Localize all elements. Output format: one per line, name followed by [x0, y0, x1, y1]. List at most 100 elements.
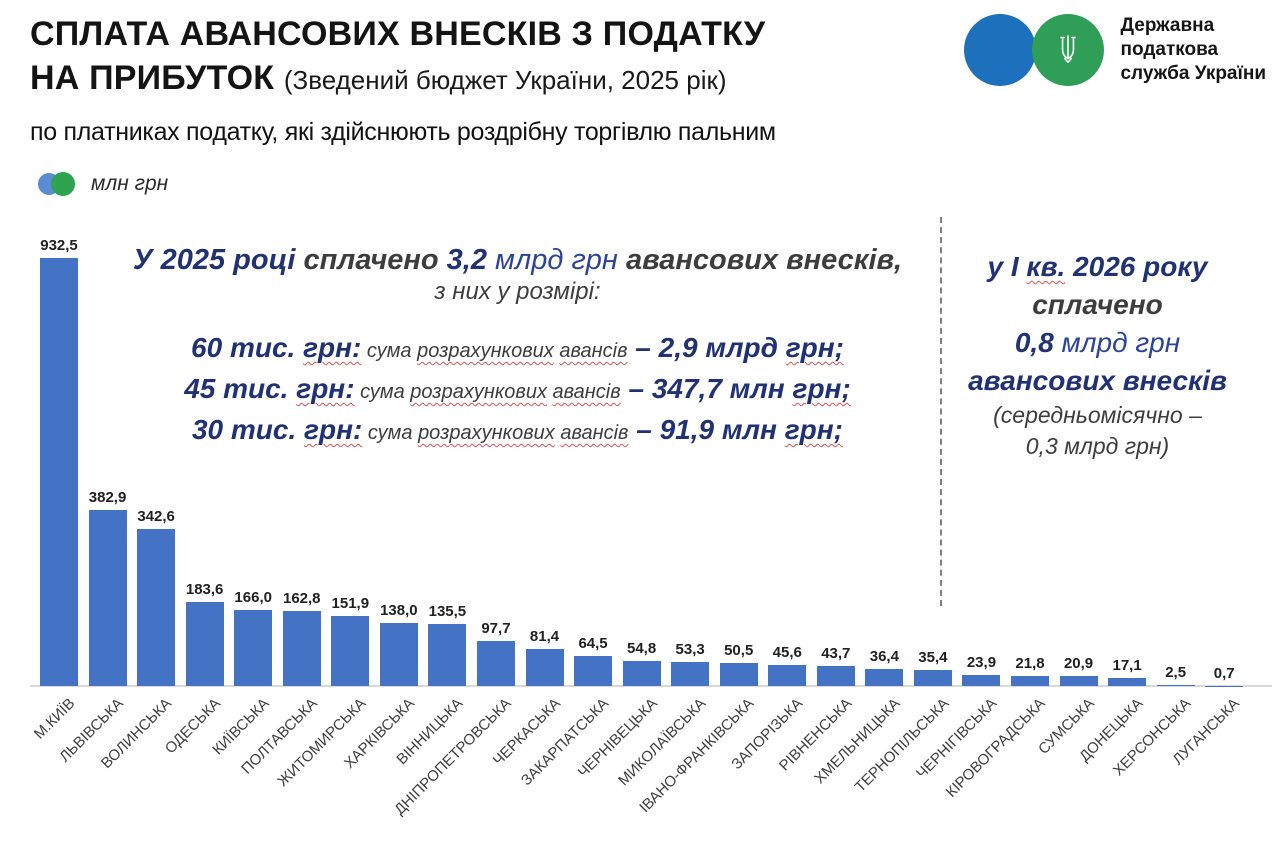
bar — [1059, 676, 1098, 686]
bar — [428, 623, 467, 686]
text-segment: сума — [362, 422, 419, 444]
divider-dashed-line — [940, 217, 942, 606]
bar — [379, 622, 418, 686]
bar — [40, 258, 78, 686]
bar — [1011, 676, 1049, 686]
annotation-2025-row: 30 тис. грн: сума розрахункових авансів … — [90, 411, 945, 452]
category-label: МИКОЛАЇВСЬКА — [614, 695, 710, 790]
bar-value-label: 183,6 — [185, 580, 224, 598]
bar-value-label: 166,0 — [234, 588, 272, 606]
text-segment: млрд грн — [1061, 327, 1181, 358]
text-segment: у І — [987, 251, 1027, 282]
text-segment: сплачено — [1032, 289, 1163, 320]
text-segment: сума — [354, 381, 411, 403]
subtitle: по платниках податку, які здійснюють роз… — [30, 118, 776, 146]
text-segment: грн: — [304, 414, 363, 445]
bar-value-label: 64,5 — [578, 635, 608, 653]
text-segment: 347,7 млн — [651, 373, 793, 404]
bar-value-label: 54,8 — [626, 639, 657, 657]
bar-value-label: 138,0 — [380, 601, 418, 619]
text-segment: грн; — [792, 373, 851, 404]
text-segment: грн; — [784, 414, 844, 445]
bar-value-label: 23,9 — [966, 654, 997, 671]
chart-legend: млн грн — [38, 172, 168, 196]
trident-icon — [1060, 35, 1077, 63]
annotation-2025-row: 60 тис. грн: сума розрахункових авансів … — [90, 329, 945, 370]
bar-value-label: 35,4 — [918, 648, 948, 666]
logo-text-line2: податкова — [1120, 39, 1219, 60]
text-segment: (середньомісячно – — [993, 402, 1202, 428]
bar — [865, 669, 904, 686]
bar — [816, 665, 855, 686]
page-title-line2-bold: НА ПРИБУТОК — [30, 59, 275, 97]
bar — [185, 601, 224, 686]
text-segment: розрахункових — [418, 422, 555, 444]
bar-value-label: 151,9 — [331, 595, 370, 613]
text-segment: 45 тис. — [184, 373, 297, 404]
bar-value-label: 135,5 — [428, 602, 467, 620]
annotation-2026-line: у І кв. 2026 року — [950, 248, 1245, 286]
page-title-note: (Зведений бюджет України, 2025 рік) — [283, 65, 727, 95]
annotation-2026: у І кв. 2026 року сплачено 0,8 млрд грн ава… — [950, 248, 1245, 462]
text-segment: млрд грн — [495, 244, 626, 276]
bar — [574, 656, 613, 686]
category-label: М.КИЇВ — [30, 695, 79, 743]
text-segment: 3,2 — [446, 244, 496, 276]
x-axis-line — [30, 685, 1272, 687]
bar-value-label: 21,8 — [1015, 655, 1045, 672]
bar — [1156, 684, 1195, 686]
text-segment: 2,9 млрд — [658, 332, 786, 363]
text-segment: 2026 року — [1065, 251, 1208, 282]
annotation-2026-line: 0,8 млрд грн — [950, 324, 1245, 362]
logo-text: Державна податкова служба України — [1120, 14, 1266, 86]
text-segment: розрахункових — [417, 340, 554, 362]
bar-value-label: 81,4 — [529, 627, 560, 645]
bar — [622, 660, 661, 686]
bar-value-label: 43,7 — [821, 644, 851, 662]
bar — [525, 648, 564, 686]
header-titles: СПЛАТА АВАНСОВИХ ВНЕСКІВ З ПОДАТКУ НА ПР… — [30, 12, 765, 102]
bar-value-label: 17,1 — [1112, 657, 1142, 675]
bar-value-label: 36,4 — [869, 648, 899, 666]
annotation-2026-line: (середньомісячно – — [950, 400, 1245, 431]
legend-label: млн грн — [91, 172, 169, 195]
bar — [913, 669, 952, 686]
bar — [1108, 678, 1147, 686]
bar-value-label: 382,9 — [88, 489, 127, 507]
annotation-2025: У 2025 році сплачено 3,2 млрд грн авансо… — [90, 243, 945, 452]
bar-value-label: 342,6 — [137, 507, 175, 525]
bar-value-label: 45,6 — [772, 644, 802, 662]
bar — [476, 641, 515, 686]
text-segment: сплачено — [303, 244, 447, 276]
text-segment: грн: — [296, 373, 355, 404]
text-segment: У 2025 році — [132, 244, 304, 276]
bar — [282, 611, 321, 686]
bar — [962, 675, 1001, 686]
bar — [671, 661, 710, 686]
bar — [234, 609, 273, 686]
logo-text-line1: Державна — [1120, 15, 1215, 36]
text-segment: грн; — [785, 332, 844, 363]
text-segment: сума — [361, 340, 418, 362]
bar-value-label: 162,8 — [282, 590, 321, 608]
logo-green-circle — [1032, 14, 1105, 86]
text-segment: 30 тис. — [191, 414, 305, 445]
text-segment: – — [620, 373, 652, 404]
bar-value-label: 50,5 — [724, 641, 754, 659]
logo-circles — [964, 14, 1105, 86]
bar-value-label: 53,3 — [675, 640, 705, 658]
annotation-2025-line2: з них у розмірі: — [434, 278, 601, 305]
bar-value-label: 0,7 — [1213, 664, 1235, 682]
bar — [331, 616, 370, 686]
annotation-2025-line1: У 2025 році сплачено 3,2 млрд грн авансо… — [90, 243, 945, 277]
bar-value-label: 932,5 — [40, 237, 78, 254]
bar-value-label: 97,7 — [481, 620, 511, 638]
text-segment: 91,9 млн — [659, 414, 785, 445]
text-segment: кв. — [1026, 251, 1066, 282]
bar — [88, 510, 127, 686]
page-title-line1: СПЛАТА АВАНСОВИХ ВНЕСКІВ З ПОДАТКУ — [30, 15, 766, 53]
bar — [768, 665, 807, 686]
logo-blue-circle — [964, 14, 1037, 86]
